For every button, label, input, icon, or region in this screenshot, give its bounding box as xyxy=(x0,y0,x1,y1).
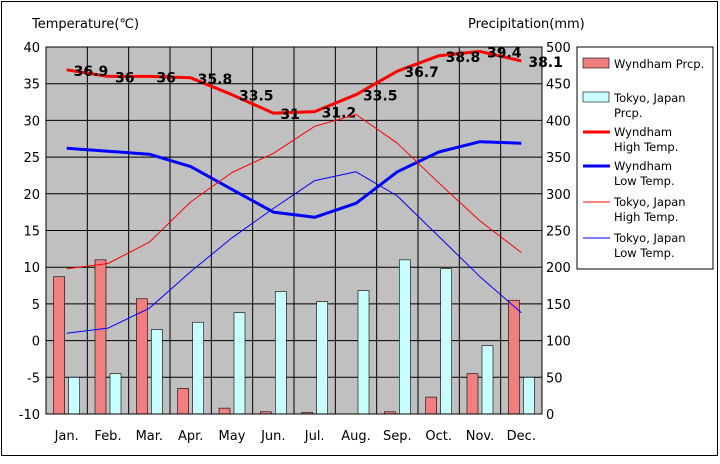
category-label: Nov. xyxy=(466,429,495,444)
legend-label: High Temp. xyxy=(614,210,678,224)
temperature-tick-label: 10 xyxy=(23,261,40,276)
temperature-tick-label: 15 xyxy=(23,225,40,240)
precipitation-tick-label: 0 xyxy=(546,408,554,423)
legend-label: Low Temp. xyxy=(614,174,675,188)
category-label: Dec. xyxy=(507,429,536,444)
precipitation-bar xyxy=(233,312,246,415)
legend-label: High Temp. xyxy=(614,140,678,154)
legend-label: Prcp. xyxy=(614,106,643,120)
right-axis-title: Precipitation(mm) xyxy=(468,17,585,32)
temperature-tick-label: 35 xyxy=(23,78,40,93)
data-label: 36 xyxy=(156,70,175,86)
data-label: 38.1 xyxy=(528,55,563,71)
category-label: Mar. xyxy=(136,429,163,444)
temperature-tick-label: -10 xyxy=(19,408,40,423)
temperature-tick-label: 25 xyxy=(23,151,40,166)
legend-swatch xyxy=(582,91,610,103)
category-label: Oct. xyxy=(425,429,452,444)
data-label: 36 xyxy=(115,70,134,86)
category-label: Aug. xyxy=(341,429,371,444)
precipitation-tick-label: 400 xyxy=(546,114,571,129)
temperature-tick-label: -5 xyxy=(27,371,40,386)
data-label: 36.7 xyxy=(404,65,439,81)
legend-swatch xyxy=(582,57,610,69)
temperature-tick-label: 20 xyxy=(23,188,40,203)
category-label: Jul. xyxy=(304,429,325,444)
precipitation-tick-label: 350 xyxy=(546,151,571,166)
category-label: Jun. xyxy=(260,429,285,444)
temperature-line xyxy=(66,49,522,115)
data-label: 31.2 xyxy=(322,106,357,122)
precipitation-bar xyxy=(68,376,80,415)
data-label: 33.5 xyxy=(363,89,398,105)
precipitation-bar xyxy=(440,268,452,415)
precipitation-tick-label: 500 xyxy=(546,41,571,56)
data-label: 33.5 xyxy=(239,89,274,105)
legend-label: Wyndham xyxy=(614,125,672,139)
precipitation-bar xyxy=(275,291,287,415)
precipitation-bar xyxy=(508,299,520,415)
category-label: Feb. xyxy=(94,429,121,444)
legend-label: Wyndham xyxy=(614,159,672,173)
category-label: Sep. xyxy=(383,429,412,444)
precipitation-bar xyxy=(481,345,494,415)
temperature-tick-label: 40 xyxy=(23,41,40,56)
precipitation-bar xyxy=(425,396,437,415)
precipitation-bar xyxy=(357,290,370,415)
precipitation-bar xyxy=(523,376,535,415)
precipitation-bar xyxy=(53,276,65,415)
category-label: Apr. xyxy=(178,429,203,444)
temperature-tick-label: 30 xyxy=(23,114,40,129)
precipitation-bar xyxy=(151,329,163,415)
left-axis-title: Temperature(℃) xyxy=(31,17,139,32)
legend-label: Wyndham Prcp. xyxy=(614,57,704,71)
precipitation-bar xyxy=(399,259,411,415)
precipitation-bar xyxy=(177,388,189,415)
category-label: Jan. xyxy=(54,429,79,444)
precipitation-bar xyxy=(316,301,328,415)
precipitation-bar xyxy=(218,407,231,415)
data-label: 38.8 xyxy=(446,50,481,66)
precipitation-bar xyxy=(192,321,204,415)
precipitation-bar xyxy=(109,373,122,415)
data-label: 39.4 xyxy=(487,45,522,61)
legend-label: Tokyo, Japan xyxy=(613,91,686,105)
legend-label: Tokyo, Japan xyxy=(613,195,686,209)
precipitation-bar xyxy=(466,373,479,415)
data-label: 36.9 xyxy=(74,64,109,80)
temperature-line xyxy=(66,140,522,219)
precipitation-bar xyxy=(136,298,148,415)
category-label: May xyxy=(219,429,246,444)
data-label: 31 xyxy=(280,107,299,123)
precipitation-tick-label: 250 xyxy=(546,225,571,240)
precipitation-tick-label: 150 xyxy=(546,298,571,313)
precipitation-tick-label: 50 xyxy=(546,371,563,386)
precipitation-bar xyxy=(94,259,107,415)
legend-label: Tokyo, Japan xyxy=(613,231,686,245)
precipitation-tick-label: 100 xyxy=(546,335,571,350)
plot-border xyxy=(45,46,543,415)
temperature-line xyxy=(66,114,522,270)
temperature-tick-label: 5 xyxy=(32,298,40,313)
legend: Wyndham Prcp.Tokyo, JapanPrcp.WyndhamHig… xyxy=(576,46,714,270)
temperature-tick-label: 0 xyxy=(32,335,40,350)
legend-box xyxy=(576,46,714,270)
legend-label: Low Temp. xyxy=(614,246,675,260)
precipitation-tick-label: 450 xyxy=(546,78,571,93)
data-label: 35.8 xyxy=(198,72,233,88)
temperature-line xyxy=(66,171,522,334)
precipitation-tick-label: 300 xyxy=(546,188,571,203)
precipitation-tick-label: 200 xyxy=(546,261,571,276)
